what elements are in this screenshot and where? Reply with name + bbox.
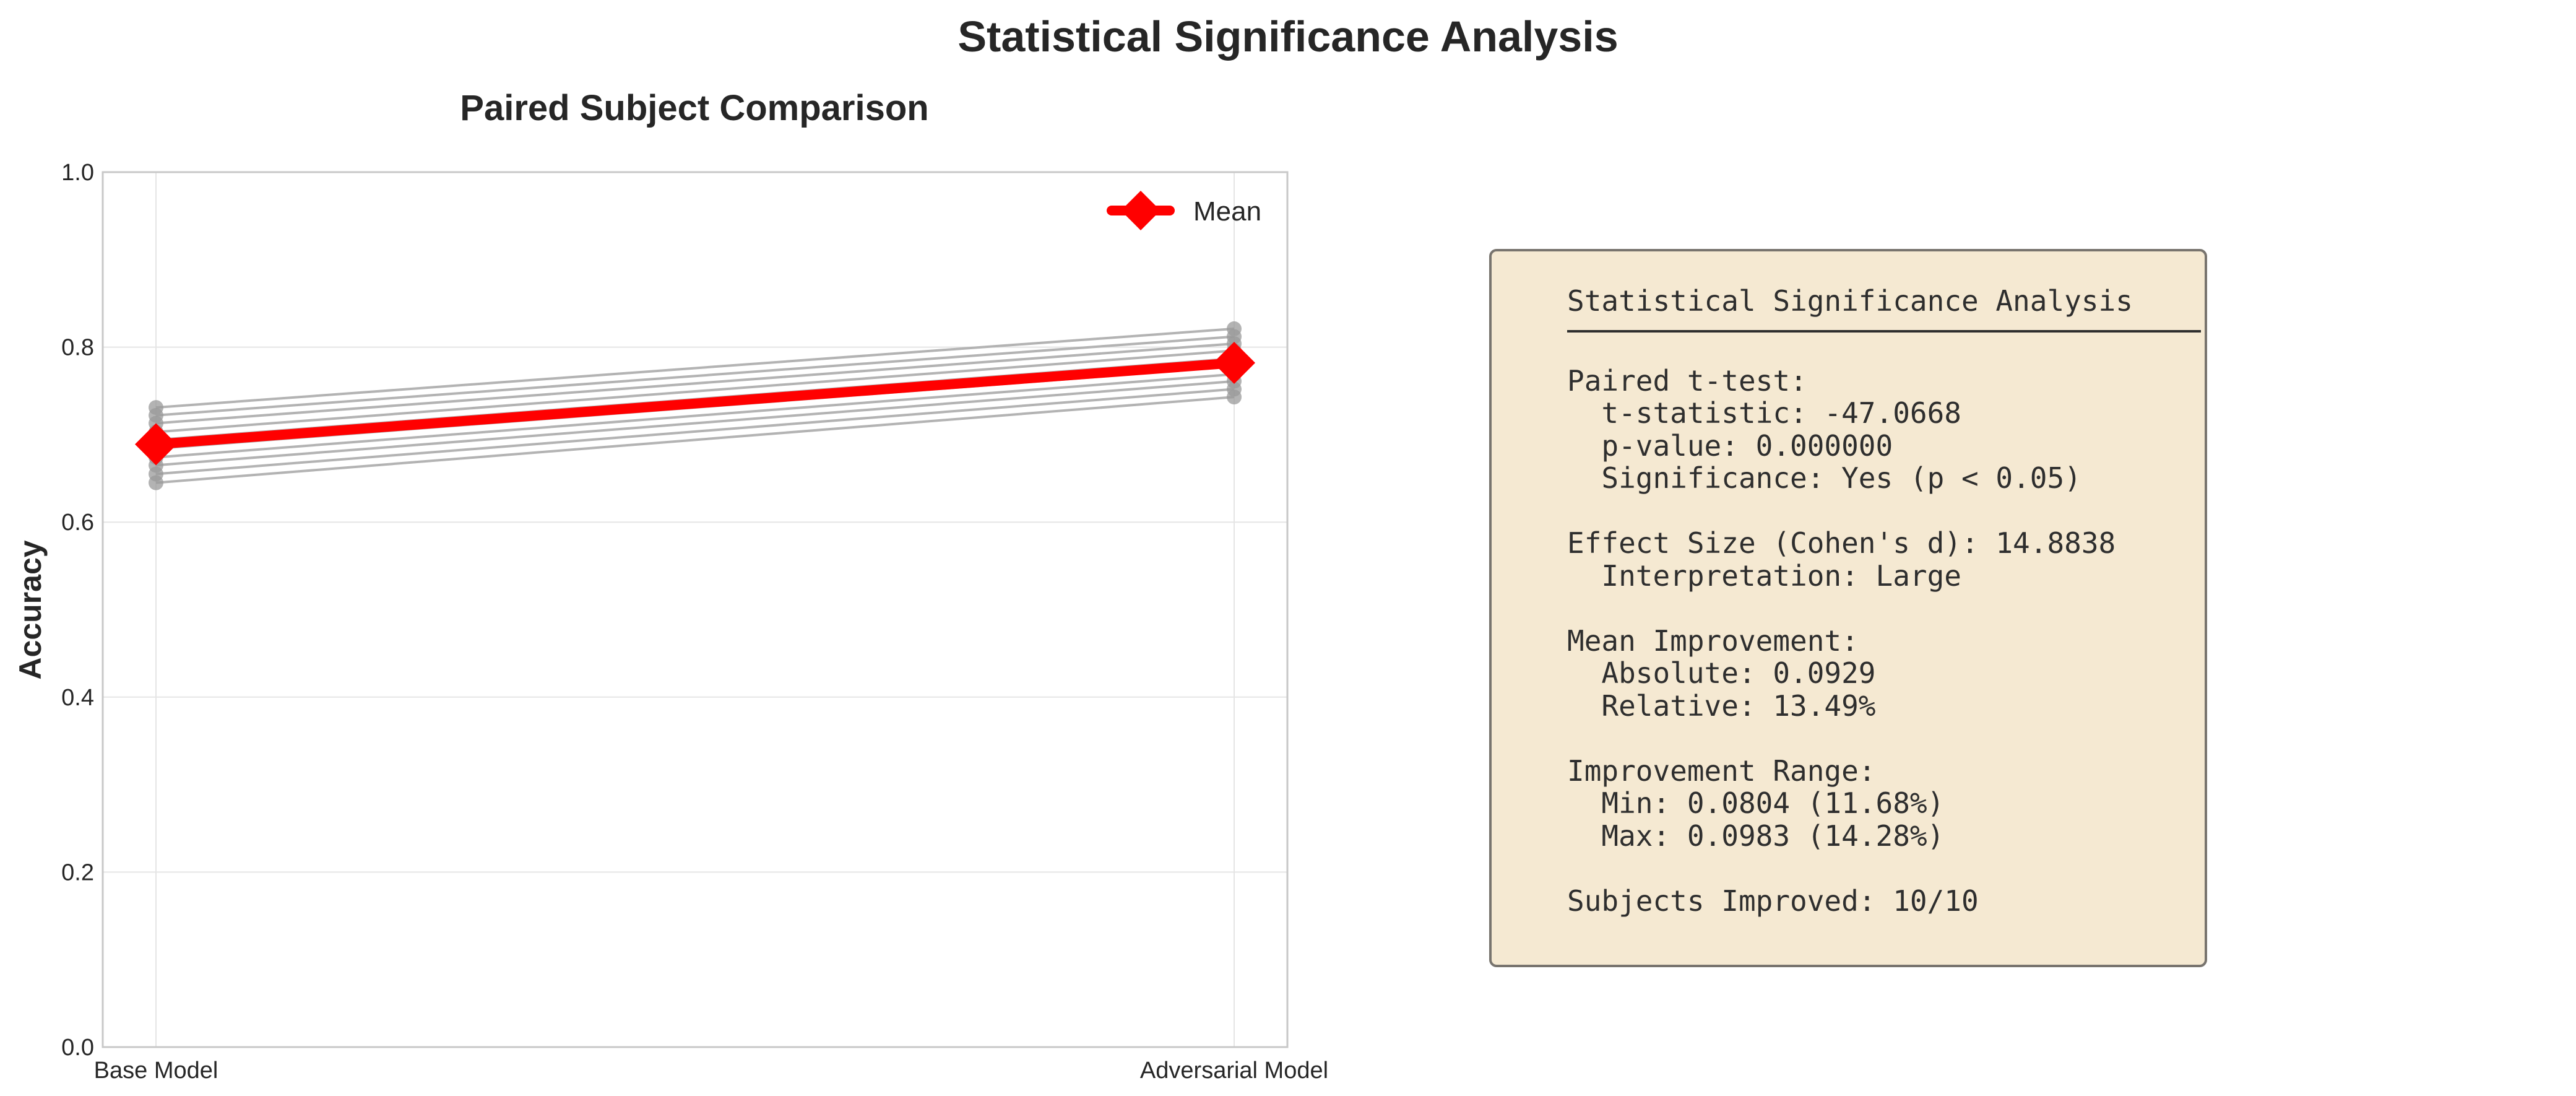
subject-line xyxy=(155,335,1235,417)
figure-title: Statistical Significance Analysis xyxy=(957,12,1619,61)
stat-line: Min: 0.0804 (11.68%) xyxy=(1567,786,1945,820)
stat-line: Effect Size (Cohen's d): 14.8838 xyxy=(1567,526,2116,560)
plot-frame xyxy=(102,171,1289,1048)
y-tick-label: 0.6 xyxy=(61,510,94,536)
subject-line xyxy=(155,373,1235,459)
y-tick-label: 0.2 xyxy=(61,859,94,885)
subject-line xyxy=(155,396,1235,484)
subject-point xyxy=(1227,389,1242,405)
x-tick-label: Adversarial Model xyxy=(1140,1058,1328,1084)
mean-series xyxy=(135,342,1255,466)
stat-line: t-statistic: -47.0668 xyxy=(1567,396,1961,430)
subject-series xyxy=(149,343,1242,440)
stat-line: Interpretation: Large xyxy=(1567,559,1961,593)
legend: Mean xyxy=(1107,191,1261,230)
stat-line: Absolute: 0.0929 xyxy=(1567,656,1876,690)
stats-lines: Paired t-test: t-statistic: -47.0668 p-v… xyxy=(1567,363,2205,918)
stat-line: Max: 0.0983 (14.28%) xyxy=(1567,819,1945,853)
y-tick-label: 0.4 xyxy=(61,685,94,711)
stat-line: Relative: 13.49% xyxy=(1567,689,1876,723)
legend-label: Mean xyxy=(1193,196,1261,227)
legend-swatch-marker xyxy=(1121,191,1160,230)
stat-line: Subjects Improved: 10/10 xyxy=(1567,884,1979,918)
subject-line xyxy=(155,342,1235,425)
mean-point xyxy=(135,423,177,466)
subject-series xyxy=(149,389,1242,490)
stat-line: Mean Improvement: xyxy=(1567,624,1859,658)
stat-line: Improvement Range: xyxy=(1567,754,1876,788)
x-tick-label: Base Model xyxy=(94,1058,218,1084)
stat-line xyxy=(1567,722,2205,755)
stat-line xyxy=(1567,852,2205,885)
stat-line: p-value: 0.000000 xyxy=(1567,428,1893,463)
mean-point xyxy=(1213,342,1255,385)
subject-line xyxy=(155,349,1235,433)
mean-line xyxy=(151,358,1239,450)
y-axis-label: Accuracy xyxy=(13,540,48,679)
subject-line xyxy=(155,327,1235,409)
statistics-summary-box: Statistical Significance Analysis Paired… xyxy=(1489,249,2207,967)
y-tick-label: 1.0 xyxy=(61,160,94,186)
stat-line: Paired t-test: xyxy=(1567,363,1807,398)
y-tick-label: 0.0 xyxy=(61,1035,94,1061)
stats-heading: Statistical Significance Analysis xyxy=(1567,285,2201,333)
subject-series xyxy=(149,367,1242,465)
stat-line xyxy=(1567,592,2205,625)
y-axis-ticks: 0.0 0.2 0.4 0.6 0.8 1.0 xyxy=(61,160,94,1061)
subject-point xyxy=(149,475,163,490)
stat-line: Significance: Yes (p < 0.05) xyxy=(1567,461,2081,495)
stat-line xyxy=(1567,495,2205,528)
grid-lines xyxy=(103,172,1287,1048)
y-tick-label: 0.8 xyxy=(61,335,94,361)
subject-line xyxy=(155,380,1235,467)
subplot-title: Paired Subject Comparison xyxy=(460,88,928,128)
x-axis-ticks: Base Model Adversarial Model xyxy=(94,1058,1328,1084)
subject-series xyxy=(149,373,1242,473)
subject-line xyxy=(155,388,1235,476)
